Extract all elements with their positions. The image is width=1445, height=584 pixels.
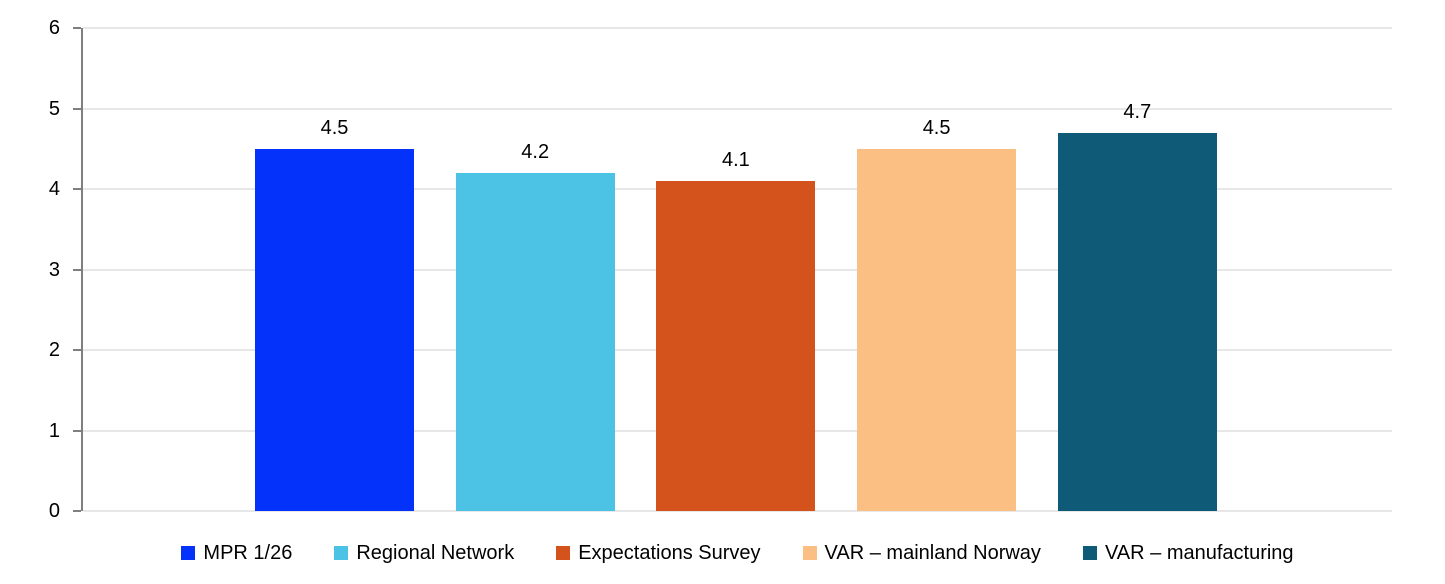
legend-label: Expectations Survey	[578, 542, 761, 564]
y-axis-tick-mark	[73, 27, 81, 29]
legend: MPR 1/26 Regional Network Expectations Sur…	[83, 538, 1392, 568]
bar-value-label: 4.5	[922, 116, 951, 139]
legend-item: VAR – manufacturing	[1082, 541, 1294, 565]
legend-item: Expectations Survey	[556, 541, 761, 565]
y-axis-tick-label: 1	[48, 419, 60, 442]
bar-value-label: 4.7	[1123, 100, 1152, 123]
plot-area: 4.5 4.2 4.1 4.5 4.7	[73, 27, 1392, 512]
y-axis-tick-mark	[73, 429, 81, 432]
y-axis-tick-label: 4	[48, 178, 60, 200]
y-axis-tick-label: 0	[48, 500, 60, 522]
bar-value-label: 4.1	[721, 148, 750, 171]
bar-var-mainland-norway	[857, 148, 1017, 511]
bar-regional-network	[455, 172, 615, 511]
bar-expectations-survey	[656, 180, 816, 511]
bar-mpr-1-26	[255, 148, 414, 511]
y-axis-tick-label: 3	[48, 258, 60, 281]
gridline	[83, 27, 1392, 29]
legend-label: VAR – manufacturing	[1104, 542, 1294, 564]
legend-swatch-icon	[556, 546, 571, 560]
bar-var-manufacturing	[1057, 132, 1217, 511]
legend-item: VAR – mainland Norway	[802, 541, 1041, 565]
y-axis-tick-mark	[73, 188, 81, 190]
legend-swatch-icon	[1082, 546, 1097, 560]
legend-label: MPR 1/26	[203, 542, 293, 564]
y-axis-tick-mark	[73, 268, 81, 271]
y-axis-line	[81, 28, 83, 511]
gridline	[83, 510, 1392, 512]
gridline	[83, 107, 1392, 110]
legend-swatch-icon	[334, 546, 349, 560]
bar-value-label: 4.2	[521, 140, 550, 163]
legend-item: MPR 1/26	[181, 541, 292, 565]
legend-item: Regional Network	[334, 541, 514, 565]
legend-label: VAR – mainland Norway	[824, 542, 1041, 564]
y-axis-tick-mark	[73, 107, 81, 110]
y-axis-tick-mark	[73, 510, 81, 512]
legend-label: Regional Network	[356, 542, 515, 564]
y-axis-tick-mark	[73, 349, 81, 351]
bar-value-label: 4.5	[320, 116, 349, 139]
y-axis-tick-label: 5	[48, 97, 60, 120]
legend-swatch-icon	[802, 546, 817, 560]
y-axis-tick-label: 6	[48, 17, 60, 39]
legend-swatch-icon	[181, 546, 196, 560]
y-axis-tick-label: 2	[48, 339, 60, 361]
